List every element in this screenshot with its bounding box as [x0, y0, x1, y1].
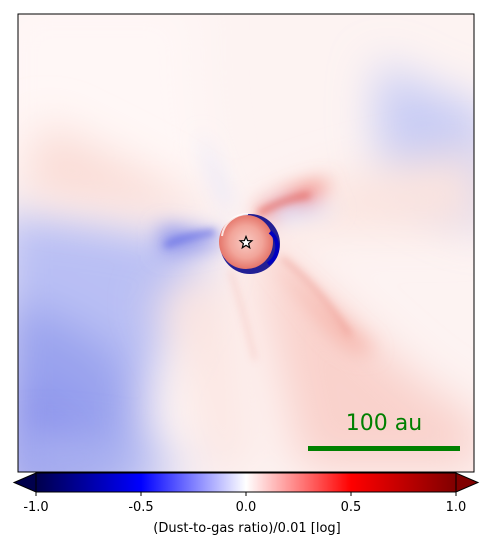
colorbar-label: (Dust-to-gas ratio)/0.01 [log] — [153, 521, 340, 536]
colorbar-tick-label: 0.5 — [341, 500, 362, 515]
map-frame — [17, 13, 475, 473]
colorbar-tick-label: 0.0 — [236, 500, 257, 515]
scale-bar: 100 au — [308, 411, 460, 451]
scale-bar-label: 100 au — [346, 411, 422, 436]
star-icon — [238, 234, 254, 250]
colorbar-tick-label: -1.0 — [23, 500, 48, 515]
colorbar-tick-label: -0.5 — [128, 500, 153, 515]
central-disk — [219, 213, 280, 274]
colorbar-extend-high — [455, 472, 480, 493]
dust-map: 100 au — [18, 14, 474, 472]
colorbar-ticks: -1.0 -0.5 0.0 0.5 1.0 — [23, 492, 466, 515]
colorbar: -1.0 -0.5 0.0 0.5 1.0 (Dust-to-gas ratio)/0.… — [12, 472, 480, 536]
colorbar-tick-label: 1.0 — [446, 500, 467, 515]
colorbar-gradient — [35, 472, 457, 493]
colorbar-extend-low — [12, 472, 37, 493]
